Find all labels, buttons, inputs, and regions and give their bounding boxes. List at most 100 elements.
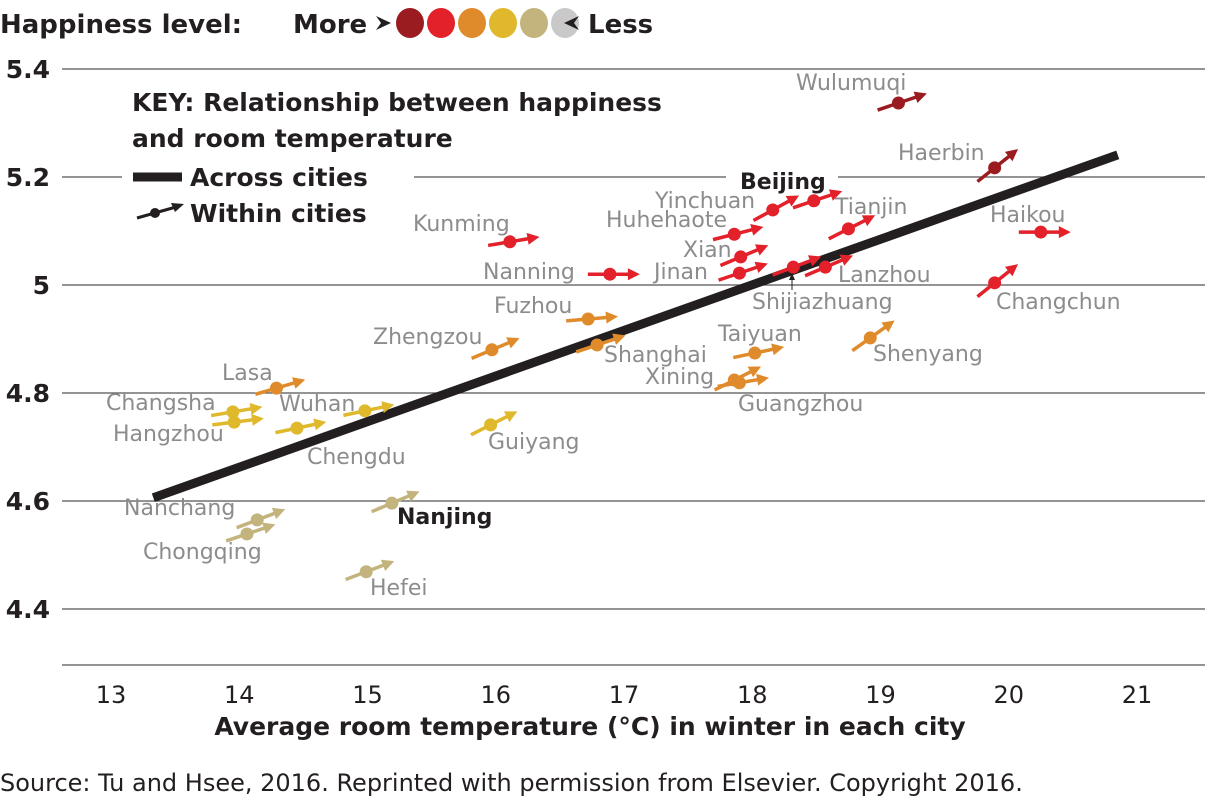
x-tick-label: 15	[352, 681, 383, 709]
arrowhead-icon	[612, 333, 626, 345]
city-point-nanning: Nanning	[483, 260, 640, 285]
city-label: Yinchuan	[654, 189, 755, 214]
city-point-taiyuan: Taiyuan	[717, 322, 802, 360]
city-dot	[226, 405, 240, 419]
city-dot	[269, 381, 283, 395]
arrowhead-icon	[750, 224, 764, 236]
city-point-shenyang: Shenyang	[851, 320, 983, 367]
arrowhead-icon	[313, 418, 327, 431]
y-axis: 4.4 4.6 4.8 5 5.2 5.4	[6, 55, 50, 624]
city-label: Wulumuqi	[796, 71, 906, 96]
city-point-wulumuqi: Wulumuqi	[796, 71, 927, 112]
arrowhead-icon	[262, 522, 276, 534]
city-label: Wuhan	[279, 392, 355, 417]
city-point-fuzhou: Fuzhou	[494, 294, 618, 326]
city-dot	[988, 276, 1002, 290]
city-label: Taiyuan	[717, 322, 802, 347]
city-dot	[748, 346, 762, 360]
city-point-beijing: Beijing	[740, 170, 843, 210]
city-point-haikou: Haikou	[990, 203, 1071, 239]
y-tick-label: 5	[33, 271, 50, 300]
arrowhead-icon	[881, 320, 895, 333]
city-label: Haikou	[990, 203, 1066, 228]
city-point-haerbin: Haerbin	[898, 141, 1019, 183]
y-tick-label: 4.4	[6, 595, 50, 624]
city-label: Changsha	[106, 391, 216, 416]
city-label: Guangzhou	[738, 392, 863, 417]
y-tick-label: 5.2	[6, 163, 50, 192]
happiness-legend: Happiness level: More Less	[0, 8, 653, 40]
arrowhead-icon	[292, 377, 306, 389]
arrowhead-icon	[381, 401, 395, 413]
arrowhead-icon	[747, 366, 762, 378]
city-point-shanghai: Shanghai	[575, 333, 707, 368]
city-label: Nanjing	[397, 505, 492, 530]
x-tick-label: 18	[737, 681, 768, 709]
x-tick-label: 14	[224, 681, 255, 709]
city-point-chengdu: Chengdu	[307, 401, 406, 470]
city-dot	[385, 496, 399, 510]
y-tick-label: 4.6	[6, 487, 50, 516]
city-dot	[359, 565, 373, 579]
city-label: Tianjin	[834, 195, 907, 220]
x-tick-label: 13	[96, 681, 127, 709]
city-point-nanchang: Nanchang	[124, 496, 286, 530]
city-label: Shanghai	[604, 343, 707, 368]
city-label: Changchun	[996, 290, 1121, 315]
city-point-hangzhou: Hangzhou	[113, 413, 264, 447]
city-label: Xian	[683, 238, 732, 263]
city-point-nanjing: Nanjing	[370, 490, 492, 530]
arrowhead-icon	[1058, 226, 1071, 239]
city-label: Shijiazhuang	[752, 290, 893, 315]
city-dot	[603, 267, 617, 281]
arrowhead-icon	[380, 559, 395, 571]
city-dot	[807, 194, 821, 208]
city-dot	[250, 513, 264, 527]
city-dot	[727, 227, 741, 241]
city-dot	[581, 312, 595, 326]
city-label: Haerbin	[898, 141, 985, 166]
arrowhead-icon	[785, 195, 800, 207]
x-tick-label: 21	[1122, 681, 1153, 709]
arrowhead-icon	[171, 203, 184, 212]
city-label: Huhehaote	[606, 208, 727, 233]
legend-dot	[427, 8, 455, 38]
city-point-lasa: Lasa	[222, 361, 306, 397]
x-tick-label: 20	[993, 681, 1024, 709]
city-point-guangzhou: Guangzhou	[717, 373, 863, 417]
across-cities-line	[151, 150, 1120, 502]
city-point-chongqing: Chongqing	[143, 522, 276, 565]
city-label: Guiyang	[488, 430, 580, 455]
city-label: Chongqing	[143, 540, 262, 565]
city-label: Shenyang	[873, 342, 983, 367]
arrowhead-icon	[861, 215, 876, 227]
arrowhead-icon	[807, 255, 822, 267]
arrowhead-icon	[756, 373, 770, 386]
city-point-huhehaote: Huhehaote	[606, 208, 764, 242]
legend-dot	[396, 8, 424, 38]
arrowhead-icon	[506, 337, 520, 349]
arrowhead-icon	[605, 311, 618, 324]
city-label: Hangzhou	[113, 422, 224, 447]
arrowhead-icon	[249, 402, 263, 415]
city-dot	[485, 343, 499, 357]
city-label: Xining	[645, 365, 714, 390]
city-dot	[786, 260, 800, 274]
city-label: Lanzhou	[838, 263, 931, 288]
arrow-right-icon	[376, 16, 391, 30]
legend-dot	[458, 8, 486, 38]
city-label: Hefei	[370, 576, 427, 601]
city-label: Zhengzou	[373, 325, 482, 350]
city-point-xian: Xian	[683, 238, 769, 268]
pointer-arrow-icon	[789, 273, 795, 280]
arrowhead-icon	[771, 343, 785, 356]
city-dot	[732, 266, 746, 280]
arrowhead-icon	[754, 244, 769, 256]
arrowhead-icon	[913, 91, 927, 103]
x-tick-label: 17	[609, 681, 640, 709]
city-point-jinan: Jinan	[652, 260, 768, 285]
city-label: Beijing	[740, 170, 826, 195]
city-label: Nanchang	[124, 496, 235, 521]
city-point-zhengzou: Zhengzou	[373, 325, 520, 360]
